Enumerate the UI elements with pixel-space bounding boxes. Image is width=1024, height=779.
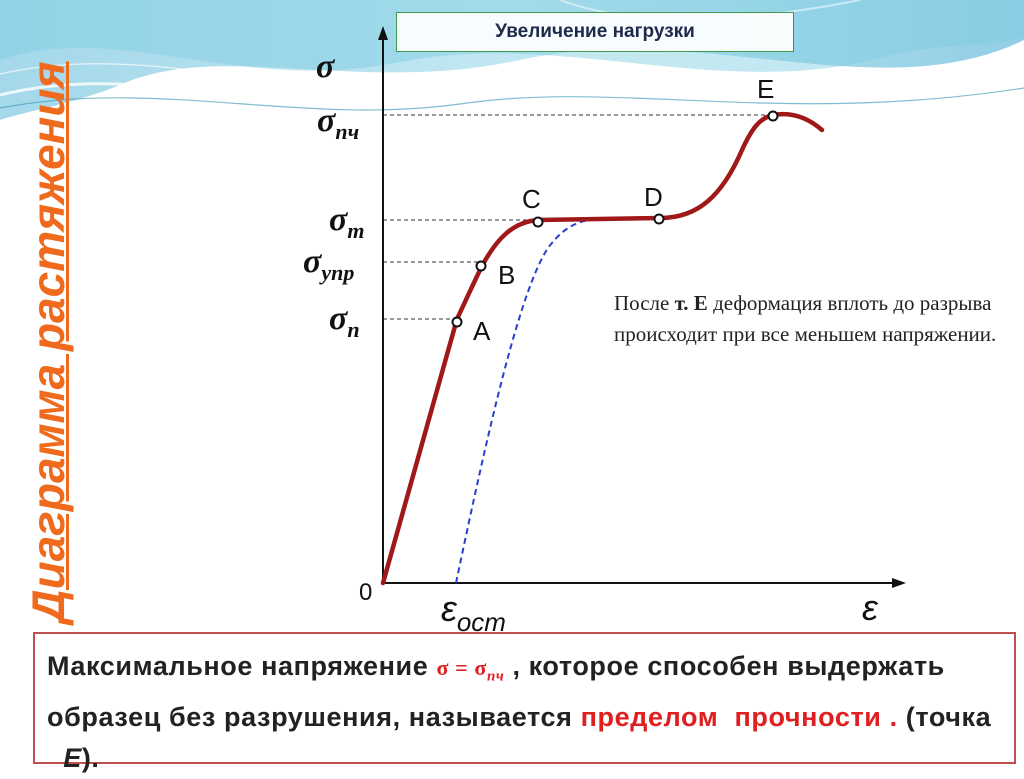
- sigma-t-label: σт: [329, 201, 365, 243]
- ultimate-strength-term-1: пределом: [580, 702, 719, 733]
- point-d-marker: [653, 213, 665, 225]
- load-increase-label: Увеличение нагрузки: [396, 12, 794, 52]
- ultimate-strength-term-2: прочности .: [734, 702, 898, 733]
- explanation-note: После т. Е деформация вплоть до разрыва …: [614, 291, 997, 346]
- load-increase-text: Увеличение нагрузки: [495, 21, 695, 42]
- point-a-marker: [451, 316, 463, 328]
- point-c-marker: [532, 216, 544, 228]
- unloading-dashed-line: [455, 217, 611, 584]
- x-axis-arrow: [892, 578, 906, 588]
- sigma-equation: σ = σпч: [436, 655, 505, 685]
- point-e-label: E: [757, 74, 775, 104]
- epsilon-ost-label: εост: [441, 588, 506, 637]
- sigma-p-label: σп: [329, 300, 360, 342]
- sigma-axis-label: σ: [316, 48, 335, 85]
- curve-points: [451, 110, 779, 328]
- epsilon-axis-label: ε: [862, 587, 878, 628]
- point-b-label: B: [498, 260, 516, 290]
- sigma-upr-label: σупр: [303, 243, 355, 285]
- point-e-marker: [767, 110, 779, 122]
- point-d-label: D: [644, 182, 663, 212]
- origin-label: 0: [359, 579, 373, 606]
- axes: [378, 26, 906, 588]
- definition-box: Максимальное напряжение σ = σпч , которо…: [33, 632, 1016, 773]
- y-axis-arrow: [378, 26, 388, 40]
- dashed-guides: [383, 114, 773, 320]
- point-c-label: C: [522, 184, 541, 214]
- point-a-label: A: [473, 316, 491, 346]
- point-b-marker: [475, 260, 487, 272]
- sigma-pch-label: σпч: [317, 102, 360, 144]
